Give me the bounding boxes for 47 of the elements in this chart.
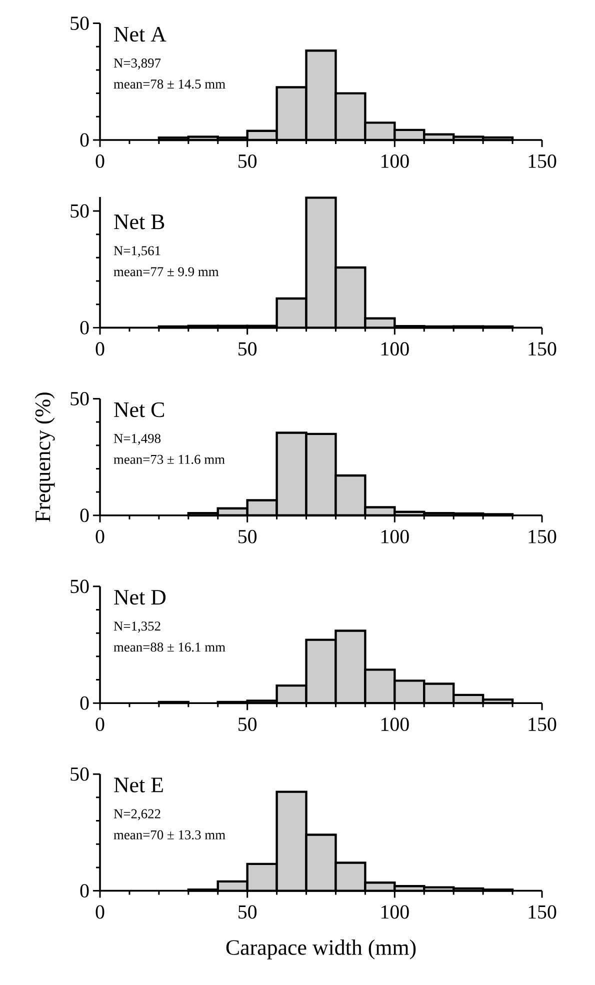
x-tick-label: 50 [238,154,257,168]
annotation: mean=77 ± 9.9 mm [114,267,219,276]
x-tick-label: 50 [238,905,257,919]
annotation: mean=70 ± 13.3 mm [114,830,226,840]
x-tick-label: 150 [528,905,556,919]
x-tick-label: 50 [238,530,257,544]
y-tick-label: 50 [70,16,89,30]
x-tick-label: 150 [528,530,556,544]
y-tick-label: 0 [80,320,89,334]
y-tick-label: 50 [70,767,89,781]
y-tick-label: 50 [70,392,89,406]
annotation: N=1,561 [114,246,160,258]
x-tick-label: 50 [238,342,257,356]
x-tick-label: 50 [238,718,257,732]
x-tick-label: 100 [381,718,409,732]
x-tick-label: 150 [528,718,556,732]
y-tick-label: 0 [80,133,89,147]
x-tick-label: 0 [96,905,104,919]
annotation: N=2,622 [114,809,160,820]
x-axis-title: Carapace width (mm) [226,940,416,960]
y-tick-label: 0 [80,508,89,522]
x-tick-label: 150 [528,342,556,356]
annotation: mean=88 ± 16.1 mm [114,642,226,652]
annotation: mean=78 ± 14.5 mm [114,79,226,89]
y-tick-label: 0 [80,696,89,710]
x-tick-label: 100 [381,342,409,356]
x-tick-label: 100 [381,905,409,919]
annotation: Net E [114,778,163,792]
annotation: Net D [114,590,166,605]
x-tick-label: 100 [381,154,409,168]
y-tick-label: 0 [80,884,89,898]
annotation: N=1,352 [114,622,160,633]
x-tick-label: 0 [96,718,104,732]
annotation: Net A [114,26,166,42]
x-tick-label: 0 [96,342,104,356]
annotation: Net B [114,214,164,230]
y-tick-label: 50 [70,204,89,218]
annotation: Net C [114,402,164,418]
x-tick-label: 0 [96,530,104,544]
x-tick-label: 0 [96,154,104,168]
annotation: mean=73 ± 11.6 mm [114,454,225,464]
x-tick-label: 150 [528,154,556,168]
annotation: N=3,897 [114,58,161,70]
x-tick-label: 100 [381,530,409,544]
annotation: N=1,498 [114,434,161,445]
y-axis-title: Frequency (%) [34,392,55,522]
y-tick-label: 50 [70,580,89,594]
